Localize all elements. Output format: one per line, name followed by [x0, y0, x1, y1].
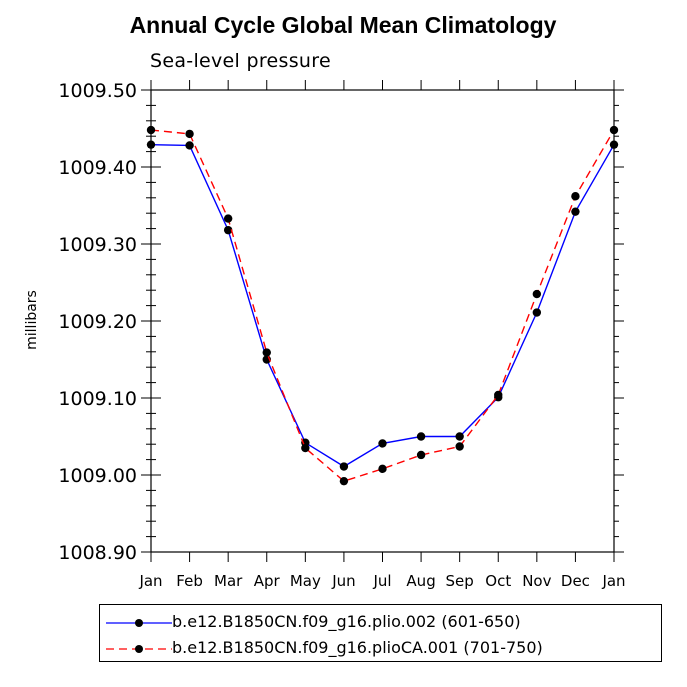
- chart-subtitle: Sea-level pressure: [150, 50, 331, 72]
- legend-item-series-2: b.e12.B1850CN.f09_g16.plioCA.001 (701-75…: [100, 635, 661, 659]
- data-point-series-1: [571, 207, 580, 216]
- series-line-1: [150, 143, 615, 468]
- data-point-series-1: [185, 141, 194, 150]
- y-tick-label: 1008.90: [58, 542, 137, 564]
- plot-frame: [150, 89, 615, 553]
- x-tick-label: Sep: [446, 572, 474, 590]
- y-tick-label: 1009.00: [58, 465, 137, 487]
- x-tick-label: Nov: [522, 572, 551, 590]
- data-point-series-1: [339, 462, 349, 471]
- x-tick-label: Jul: [372, 572, 391, 590]
- data-point-series-1: [532, 308, 542, 317]
- legend-swatch-series-2: [106, 645, 172, 653]
- data-point-series-2: [532, 289, 542, 299]
- x-tick-label: Jan: [601, 572, 625, 590]
- data-point-series-2: [185, 129, 194, 139]
- legend-label-series-1: b.e12.B1850CN.f09_g16.plio.002 (601-650): [172, 612, 521, 631]
- x-tick-label: Apr: [254, 572, 281, 590]
- axes: 1009.50 1009.40 1009.30 1009.20 1009.10 1009.…: [58, 80, 626, 590]
- chart-plot: 1009.50 1009.40 1009.30 1009.20 1009.10 1009.…: [58, 80, 626, 590]
- legend-swatch-series-1: [106, 619, 172, 627]
- series-line-2: [150, 129, 615, 482]
- data-point-series-2: [339, 476, 349, 486]
- data-point-series-2: [416, 450, 426, 460]
- x-tick-label: Aug: [406, 572, 435, 590]
- data-point-series-2: [146, 125, 156, 135]
- data-point-series-2: [571, 192, 580, 201]
- legend: b.e12.B1850CN.f09_g16.plio.002 (601-650)…: [99, 604, 662, 662]
- data-point-series-2: [609, 125, 619, 135]
- chart-title: Annual Cycle Global Mean Climatology: [129, 12, 557, 38]
- x-tick-label: Oct: [485, 572, 511, 590]
- x-tick-label: Jan: [138, 572, 162, 590]
- data-point-series-1: [223, 225, 233, 235]
- data-point-series-2: [223, 214, 233, 223]
- y-tick-label: 1009.40: [58, 157, 137, 179]
- data-point-series-2: [494, 390, 503, 400]
- data-point-series-1: [455, 432, 464, 441]
- y-tick-label: 1009.50: [58, 80, 137, 102]
- data-point-series-2: [262, 348, 271, 357]
- data-point-series-1: [416, 432, 426, 441]
- data-point-series-2: [301, 443, 310, 453]
- data-point-series-2: [378, 464, 387, 474]
- y-tick-label: 1009.10: [58, 388, 137, 410]
- legend-item-series-1: b.e12.B1850CN.f09_g16.plio.002 (601-650): [100, 609, 661, 633]
- x-tick-label: Dec: [561, 572, 590, 590]
- series-group: [146, 125, 619, 486]
- data-point-series-1: [378, 439, 387, 448]
- data-point-series-1: [146, 140, 156, 149]
- data-point-series-2: [455, 442, 464, 451]
- y-tick-label: 1009.20: [58, 311, 137, 333]
- x-tick-label: May: [290, 572, 321, 590]
- legend-label-series-2: b.e12.B1850CN.f09_g16.plioCA.001 (701-75…: [172, 638, 543, 657]
- x-tick-label: Jun: [331, 572, 355, 590]
- data-point-series-1: [609, 140, 619, 149]
- x-tick-label: Feb: [176, 572, 203, 590]
- y-tick-label: 1009.30: [58, 234, 137, 256]
- x-tick-label: Mar: [214, 572, 243, 590]
